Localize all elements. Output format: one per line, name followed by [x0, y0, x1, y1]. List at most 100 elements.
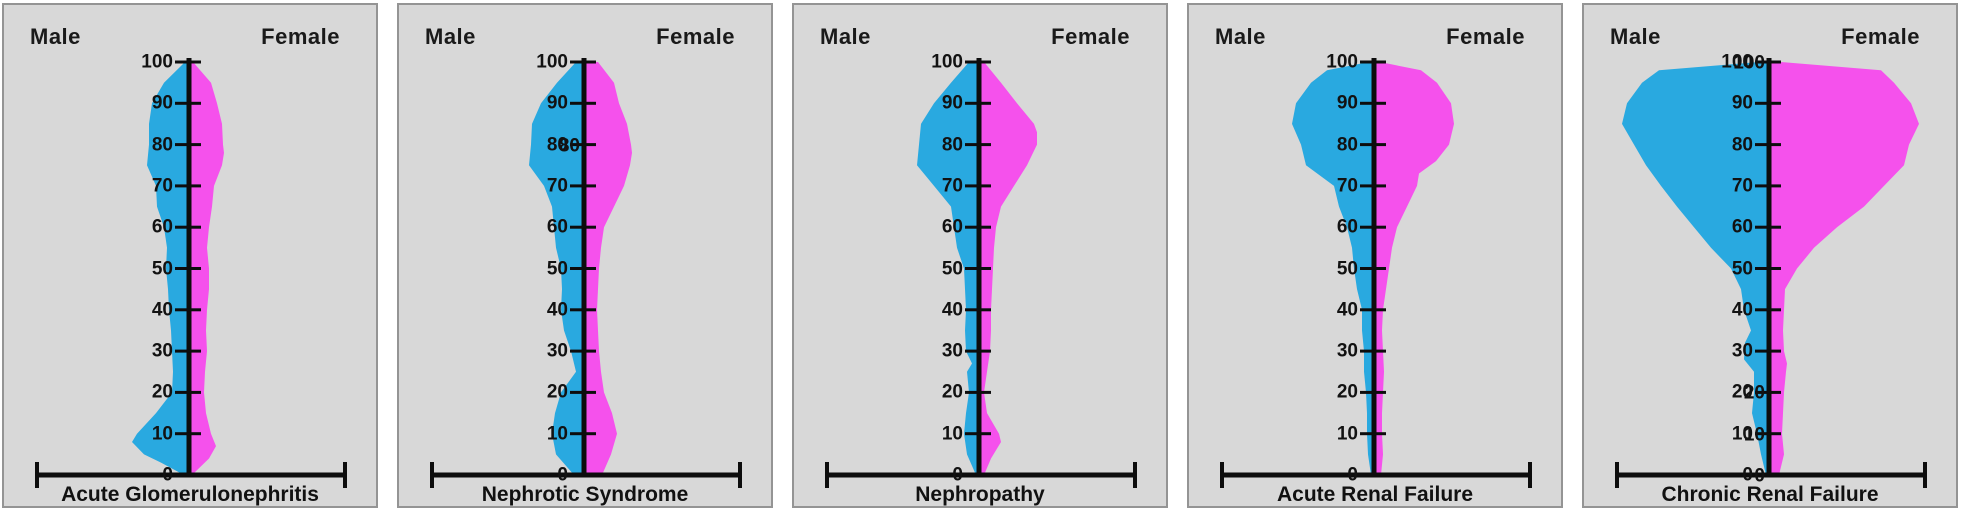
panel-title: Acute Renal Failure [1276, 483, 1474, 506]
y-tick-label: 70 [1731, 175, 1753, 197]
pyramid-plot [35, 58, 347, 488]
y-tick-label: 20 [546, 381, 568, 403]
y-tick-label: 50 [546, 258, 568, 279]
y-tick-label-ghost: 80 [558, 135, 580, 157]
y-tick-label-ghost: 20 [1743, 382, 1765, 404]
y-tick-mark [175, 308, 201, 312]
y-tick-label: 70 [546, 175, 568, 197]
y-tick-label: 40 [1731, 299, 1753, 321]
y-tick-mark [1360, 432, 1386, 436]
y-tick-label: 80 [1731, 134, 1753, 156]
y-tick-label: 90 [546, 92, 568, 114]
y-tick-mark [965, 432, 991, 436]
y-tick-label: 100 [1721, 51, 1753, 73]
male-area [1292, 62, 1374, 475]
y-tick-mark [1755, 101, 1781, 105]
y-tick-mark [965, 349, 991, 353]
axis-endcap-left [35, 462, 39, 488]
y-tick-label: 90 [1336, 92, 1358, 114]
pyramid-plot [825, 58, 1137, 488]
y-tick-mark [570, 432, 596, 436]
y-tick-label: 40 [151, 299, 173, 321]
pyramid-plot [1615, 58, 1927, 488]
pyramid-plot [1220, 58, 1532, 488]
y-tick-mark [1755, 60, 1781, 64]
axis-endcap-left [1615, 462, 1619, 488]
y-tick-mark [570, 225, 596, 229]
y-tick-label: 80 [1336, 134, 1358, 156]
y-tick-label-ghost: 10 [1743, 424, 1765, 446]
pyramid-panel: Male Female 0 0 10 10 20 20 30 40 50 60 70 80 90 100 1… [1582, 3, 1958, 508]
female-label: Female [1841, 24, 1920, 49]
y-tick-label: 90 [1731, 92, 1753, 114]
y-tick-mark [1360, 60, 1386, 64]
axis-endcap-left [430, 462, 434, 488]
male-label: Male [425, 24, 476, 49]
y-tick-mark [965, 143, 991, 147]
axis-endcap-right [1133, 462, 1137, 488]
male-area [132, 62, 189, 475]
y-tick-mark [1360, 225, 1386, 229]
y-tick-label: 0 [162, 464, 173, 486]
female-label: Female [1051, 24, 1130, 49]
y-tick-label: 80 [546, 134, 568, 156]
y-tick-label: 70 [1336, 175, 1358, 197]
female-area [189, 62, 224, 475]
y-tick-label: 30 [941, 340, 963, 362]
y-tick-label: 50 [1336, 258, 1358, 279]
y-tick-label: 20 [1731, 381, 1753, 403]
y-tick-label: 40 [546, 299, 568, 321]
axis-endcap-right [738, 462, 742, 488]
y-tick-mark [965, 60, 991, 64]
y-tick-mark [1360, 390, 1386, 394]
y-tick-mark [1360, 143, 1386, 147]
y-tick-label: 20 [151, 381, 173, 403]
y-tick-mark [1360, 308, 1386, 312]
y-tick-mark [570, 60, 596, 64]
x-baseline [1617, 472, 1925, 478]
female-area [979, 62, 1037, 475]
y-tick-mark [570, 390, 596, 394]
y-tick-label: 100 [1326, 51, 1358, 73]
x-baseline [1222, 472, 1530, 478]
y-tick-mark [570, 143, 596, 147]
y-tick-label: 60 [546, 216, 568, 238]
pyramid-panel: Male Female 0 10 20 30 40 50 60 70 80 80 90 100 Nep… [397, 3, 773, 508]
y-tick-label: 30 [546, 340, 568, 362]
y-tick-label: 90 [941, 92, 963, 114]
y-tick-mark [1755, 267, 1781, 270]
y-tick-label: 80 [151, 134, 173, 156]
x-baseline [37, 472, 345, 478]
y-tick-label: 20 [1336, 381, 1358, 403]
y-tick-label: 20 [941, 381, 963, 403]
y-tick-mark [1755, 390, 1781, 394]
panel-title: Nephropathy [915, 483, 1045, 506]
x-baseline [827, 472, 1135, 478]
male-label: Male [1610, 24, 1661, 49]
y-tick-label: 0 [952, 464, 963, 486]
y-tick-label: 50 [941, 258, 963, 279]
y-tick-label: 10 [941, 423, 963, 445]
panel-title: Chronic Renal Failure [1661, 483, 1879, 506]
y-tick-label: 10 [546, 423, 568, 445]
y-tick-label-ghost: 0 [1754, 465, 1765, 487]
y-tick-label: 60 [151, 216, 173, 238]
y-tick-label: 50 [1731, 258, 1753, 279]
x-baseline [432, 472, 740, 478]
pyramid-panel: Male Female 0 10 20 30 40 50 60 70 80 90 100 Acute… [2, 3, 378, 508]
y-tick-label: 30 [1731, 340, 1753, 362]
y-tick-mark [965, 101, 991, 105]
y-tick-mark [175, 184, 201, 188]
y-tick-mark [965, 225, 991, 229]
y-tick-label: 0 [557, 464, 568, 486]
y-tick-label: 10 [1336, 423, 1358, 445]
y-tick-mark [1755, 349, 1781, 353]
y-tick-mark [175, 143, 201, 147]
y-tick-mark [175, 267, 201, 270]
y-tick-mark [175, 101, 201, 105]
y-tick-mark [1360, 184, 1386, 188]
female-label: Female [656, 24, 735, 49]
y-tick-mark [1755, 184, 1781, 188]
y-tick-label: 10 [151, 423, 173, 445]
y-tick-label: 0 [1347, 464, 1358, 486]
